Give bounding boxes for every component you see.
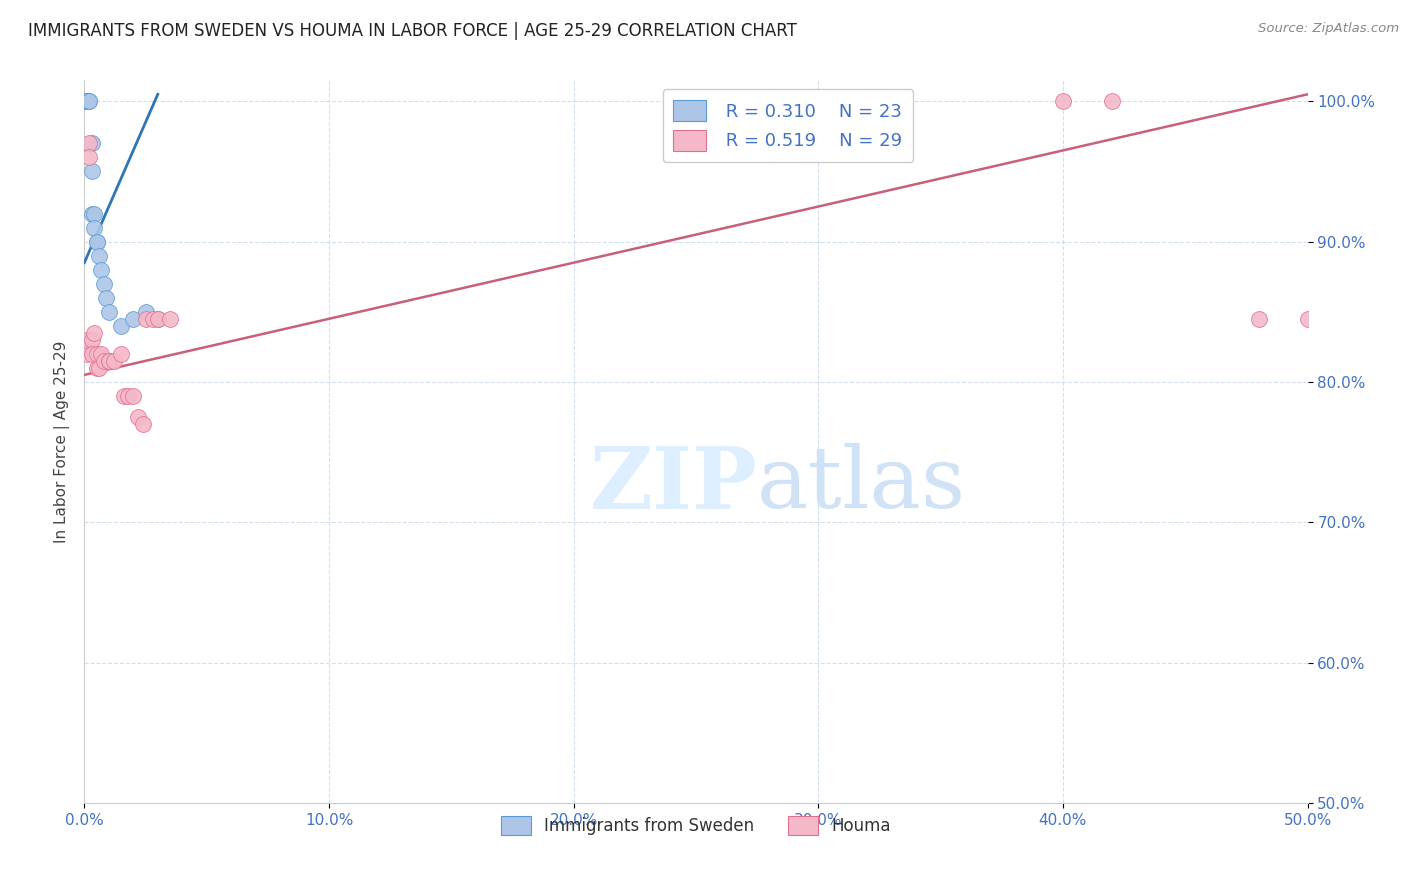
Point: [80, 164, 103, 178]
Point: [80, 347, 103, 361]
Point: [76, 95, 98, 109]
Y-axis label: In Labor Force | Age 25-29: In Labor Force | Age 25-29: [55, 341, 70, 542]
Point: [76, 95, 98, 109]
Point: [142, 311, 165, 326]
Point: [135, 305, 157, 319]
Point: [122, 389, 145, 403]
Point: [1101, 95, 1123, 109]
Point: [83, 220, 105, 235]
Point: [80, 333, 103, 347]
Point: [77, 95, 100, 109]
Point: [93, 277, 115, 291]
Point: [76, 95, 98, 109]
Point: [96, 291, 118, 305]
Point: [86, 235, 108, 249]
Point: [122, 311, 145, 326]
Point: [76, 95, 98, 109]
Point: [110, 347, 132, 361]
Point: [1247, 311, 1270, 326]
Point: [86, 235, 108, 249]
Point: [97, 305, 120, 319]
Text: Source: ZipAtlas.com: Source: ZipAtlas.com: [1258, 22, 1399, 36]
Text: IMMIGRANTS FROM SWEDEN VS HOUMA IN LABOR FORCE | AGE 25-29 CORRELATION CHART: IMMIGRANTS FROM SWEDEN VS HOUMA IN LABOR…: [28, 22, 797, 40]
Point: [159, 311, 181, 326]
Point: [97, 354, 120, 368]
Point: [76, 347, 98, 361]
Point: [110, 318, 132, 333]
Point: [80, 206, 103, 220]
Point: [87, 249, 110, 263]
Point: [76, 95, 98, 109]
Point: [87, 360, 110, 375]
Legend: Immigrants from Sweden, Houma: Immigrants from Sweden, Houma: [495, 809, 897, 841]
Point: [86, 360, 108, 375]
Point: [117, 389, 139, 403]
Point: [93, 354, 115, 368]
Point: [76, 95, 98, 109]
Point: [86, 347, 108, 361]
Point: [90, 347, 112, 361]
Point: [112, 389, 135, 403]
Point: [146, 311, 169, 326]
Point: [103, 354, 125, 368]
Point: [135, 311, 157, 326]
Point: [77, 136, 100, 151]
Point: [132, 417, 155, 431]
Point: [77, 151, 100, 165]
Point: [90, 262, 112, 277]
Point: [1052, 95, 1074, 109]
Point: [83, 326, 105, 340]
Point: [1296, 311, 1319, 326]
Point: [77, 95, 100, 109]
Point: [80, 136, 103, 151]
Point: [127, 409, 149, 424]
Point: [83, 206, 105, 220]
Point: [146, 311, 169, 326]
Text: ZIP: ZIP: [589, 443, 758, 527]
Text: atlas: atlas: [758, 443, 966, 526]
Point: [76, 95, 98, 109]
Point: [97, 354, 120, 368]
Point: [76, 333, 98, 347]
